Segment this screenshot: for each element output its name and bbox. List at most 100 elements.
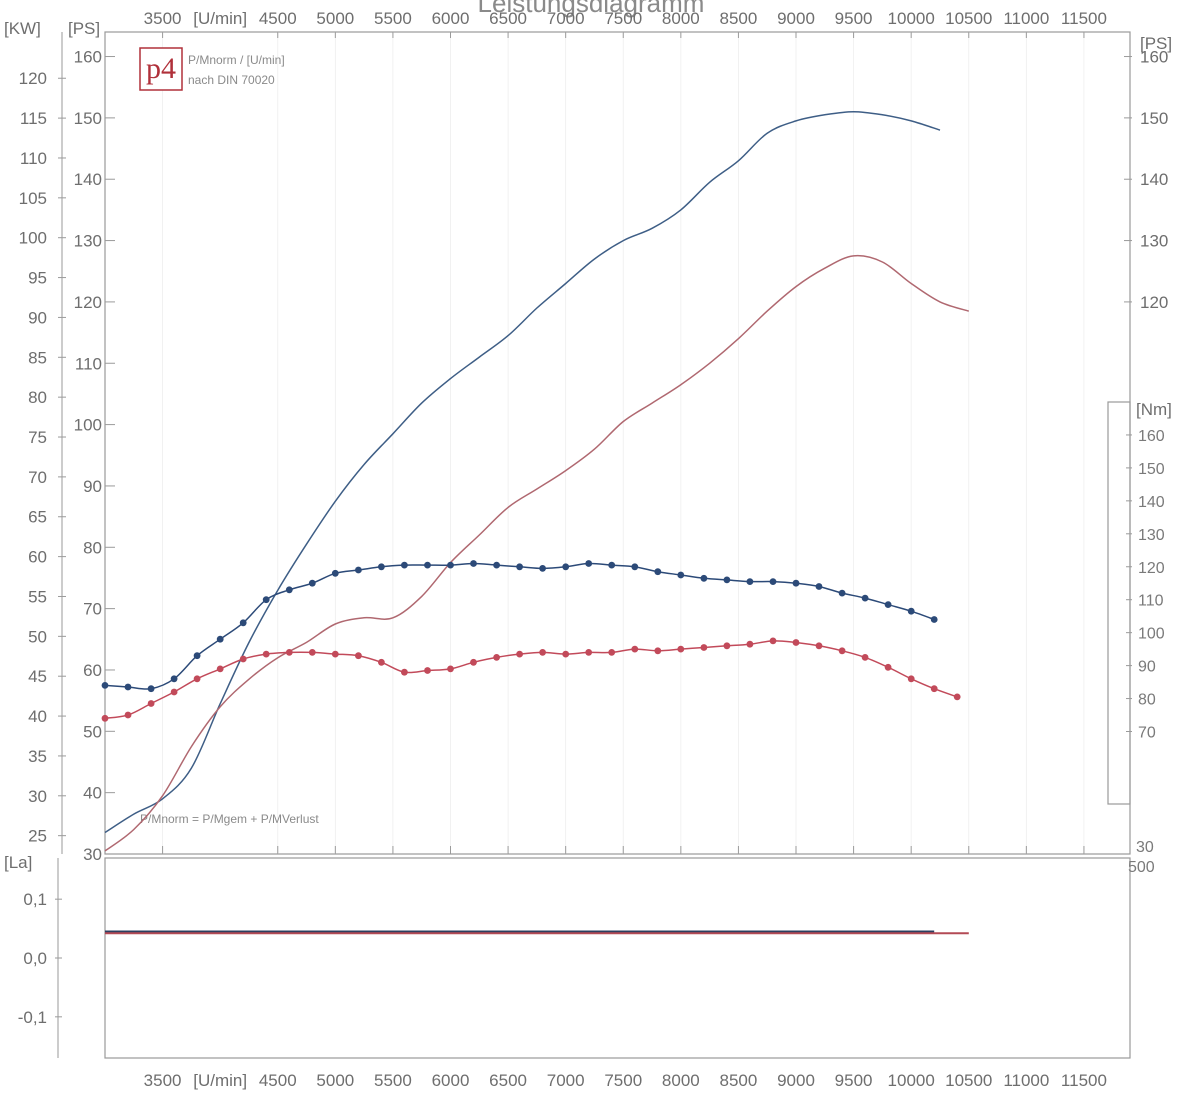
- kw-tick-label: 60: [28, 548, 47, 567]
- x-axis-label-bottom: [U/min]: [193, 1071, 247, 1090]
- series-point-drehmoment-blau: [562, 563, 570, 571]
- kw-tick-label: 35: [28, 747, 47, 766]
- series-point-drehmoment-rot: [147, 700, 155, 707]
- series-point-drehmoment-blau: [493, 561, 500, 569]
- series-point-drehmoment-rot: [631, 645, 639, 653]
- kw-tick-label: 95: [28, 269, 47, 288]
- la-tick-label: -0,1: [18, 1008, 47, 1027]
- series-point-drehmoment-rot: [193, 675, 201, 683]
- series-point-drehmoment-blau: [769, 578, 777, 585]
- series-point-drehmoment-rot: [654, 647, 662, 655]
- x-tick-label-bottom: 5000: [316, 1071, 354, 1090]
- x-tick-label-bottom: 4500: [259, 1071, 297, 1090]
- kw-tick-label: 40: [28, 707, 47, 726]
- series-point-drehmoment-rot: [355, 652, 362, 660]
- kw-tick-label: 100: [19, 229, 47, 248]
- x-tick-label-top: 3500: [144, 9, 182, 28]
- series-point-drehmoment-blau: [631, 563, 639, 571]
- series-point-drehmoment-rot: [424, 667, 431, 674]
- series-point-drehmoment-rot: [308, 649, 316, 656]
- nm-tick-label: 150: [1138, 461, 1165, 478]
- ps-tick-label: 130: [74, 232, 102, 251]
- la-plot-frame: [104, 857, 1131, 1059]
- ps-tick-label: 150: [74, 109, 102, 128]
- series-point-drehmoment-blau: [308, 579, 316, 587]
- series-point-drehmoment-blau: [401, 561, 408, 569]
- series-point-drehmoment-blau: [907, 607, 915, 615]
- legend-note-line2: nach DIN 70020: [188, 73, 275, 87]
- series-point-drehmoment-rot: [401, 668, 408, 676]
- la-tick-label: 0,1: [23, 890, 47, 909]
- x-tick-label-top: 9500: [835, 9, 873, 28]
- ps-right-tick-label: 130: [1140, 232, 1168, 251]
- x-tick-label-top: 11500: [1061, 9, 1107, 28]
- nm-tick-label: 30: [1136, 839, 1154, 856]
- kw-tick-label: 120: [19, 69, 47, 88]
- series-point-drehmoment-rot: [907, 675, 915, 683]
- main-plot-frame: [104, 31, 1131, 855]
- logo-text: p4: [146, 52, 176, 85]
- la-axis-label: [La]: [4, 853, 32, 872]
- legend-note-line1: P/Mnorm / [U/min]: [188, 53, 285, 67]
- series-point-drehmoment-rot: [815, 642, 823, 650]
- nm-tick-label: 130: [1138, 527, 1165, 544]
- ps-tick-label: 160: [74, 48, 102, 67]
- ps-right-tick-label: 140: [1140, 170, 1168, 189]
- nm-axis-box: [1107, 401, 1131, 805]
- series-point-drehmoment-rot: [216, 665, 224, 673]
- series-line-leistung-rot: [104, 254, 970, 852]
- ps-tick-label: 60: [83, 661, 102, 680]
- ps-tick-label: 70: [83, 600, 102, 619]
- nm-tick-label: 70: [1138, 725, 1156, 742]
- ps-tick-label: 50: [83, 722, 102, 741]
- series-point-drehmoment-blau: [124, 683, 132, 691]
- series-point-drehmoment-rot: [746, 640, 754, 648]
- x-tick-label-bottom: 6000: [432, 1071, 470, 1090]
- x-tick-label-bottom: 3500: [144, 1071, 182, 1090]
- series-point-drehmoment-blau: [654, 568, 662, 576]
- x-tick-label-bottom: 7500: [604, 1071, 642, 1090]
- x-tick-label-top: 8000: [662, 9, 700, 28]
- series-point-drehmoment-rot: [331, 650, 339, 658]
- series-point-drehmoment-rot: [792, 639, 800, 646]
- series-point-drehmoment-blau: [193, 652, 201, 660]
- series-point-drehmoment-rot: [493, 654, 500, 661]
- kw-tick-label: 65: [28, 508, 47, 527]
- kw-tick-label: 25: [28, 827, 47, 846]
- nm-tick-label: 100: [1138, 626, 1165, 643]
- kw-tick-label: 45: [28, 667, 47, 686]
- series-point-drehmoment-blau: [838, 589, 846, 597]
- series-point-drehmoment-blau: [815, 583, 823, 590]
- series-point-drehmoment-rot: [378, 658, 385, 666]
- series-point-drehmoment-rot: [723, 642, 731, 650]
- x-tick-label-bottom: 5500: [374, 1071, 412, 1090]
- series-point-drehmoment-blau: [700, 574, 708, 582]
- la-tick-label: 0,0: [23, 949, 47, 968]
- kw-tick-label: 105: [19, 189, 47, 208]
- series-line-drehmoment-rot: [104, 640, 958, 720]
- series-point-drehmoment-blau: [101, 682, 109, 689]
- x-tick-label-bottom: 11000: [1003, 1071, 1049, 1090]
- series-point-drehmoment-rot: [539, 649, 546, 656]
- series-point-drehmoment-blau: [608, 561, 616, 569]
- kw-tick-label: 55: [28, 587, 47, 606]
- nm-tick-label: 120: [1138, 560, 1165, 577]
- series-point-drehmoment-blau: [539, 565, 546, 572]
- ps-tick-label: 90: [83, 477, 102, 496]
- axes-layer: 3500 3500 4500 4500 5000 5000 5500 5500 6000 6000…: [4, 9, 1172, 1090]
- series-line-drehmoment-blau: [104, 562, 935, 690]
- chart-title: Leistungsdiagramm: [478, 0, 705, 18]
- series-point-drehmoment-blau: [585, 560, 593, 567]
- series-point-drehmoment-rot: [262, 650, 270, 658]
- x-tick-label-top: 6500: [489, 9, 527, 28]
- series-point-drehmoment-blau: [331, 569, 339, 577]
- nm-tick-label: 160: [1138, 428, 1165, 445]
- ps-right-tick-label: 120: [1140, 293, 1168, 312]
- grid-layer: [162, 32, 1085, 854]
- series-point-drehmoment-rot: [239, 655, 247, 663]
- x-axis-label-top: [U/min]: [193, 9, 247, 28]
- series-point-drehmoment-blau: [424, 561, 431, 569]
- series-point-drehmoment-rot: [953, 693, 961, 701]
- ps-tick-label: 100: [74, 416, 102, 435]
